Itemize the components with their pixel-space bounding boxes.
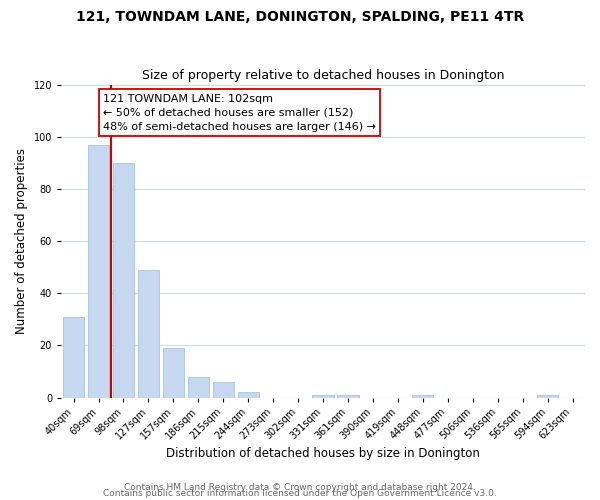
Bar <box>163 348 184 398</box>
Bar <box>188 376 209 398</box>
Bar <box>88 144 109 398</box>
Text: 121 TOWNDAM LANE: 102sqm
← 50% of detached houses are smaller (152)
48% of semi-: 121 TOWNDAM LANE: 102sqm ← 50% of detach… <box>103 94 376 132</box>
Bar <box>337 395 359 398</box>
Text: Contains public sector information licensed under the Open Government Licence v3: Contains public sector information licen… <box>103 490 497 498</box>
Text: Contains HM Land Registry data © Crown copyright and database right 2024.: Contains HM Land Registry data © Crown c… <box>124 484 476 492</box>
Bar <box>238 392 259 398</box>
Title: Size of property relative to detached houses in Donington: Size of property relative to detached ho… <box>142 69 504 82</box>
Y-axis label: Number of detached properties: Number of detached properties <box>15 148 28 334</box>
Text: 121, TOWNDAM LANE, DONINGTON, SPALDING, PE11 4TR: 121, TOWNDAM LANE, DONINGTON, SPALDING, … <box>76 10 524 24</box>
Bar <box>212 382 234 398</box>
Bar <box>537 395 558 398</box>
Bar <box>113 163 134 398</box>
Bar <box>412 395 433 398</box>
Bar <box>138 270 159 398</box>
X-axis label: Distribution of detached houses by size in Donington: Distribution of detached houses by size … <box>166 447 480 460</box>
Bar <box>63 316 84 398</box>
Bar <box>313 395 334 398</box>
